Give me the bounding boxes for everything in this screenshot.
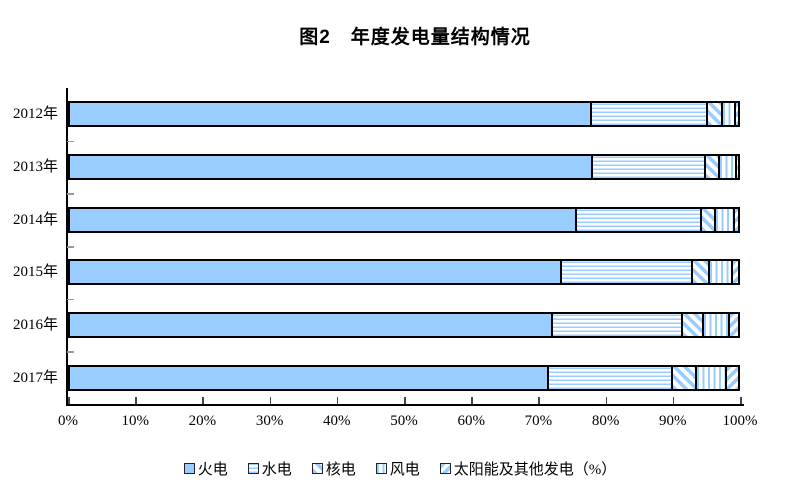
y-axis-label-0: 2012年 xyxy=(12,106,58,123)
legend-swatch-solid-fill-icon xyxy=(183,463,195,474)
legend-item-4: 太阳能及其他发电（%） xyxy=(439,458,617,479)
y-axis-label-4: 2016年 xyxy=(12,317,58,333)
x-axis-tick xyxy=(538,397,540,404)
bar-segment-s1-c5 xyxy=(547,364,673,391)
chart-title: 图2 年度发电量结构情况 xyxy=(299,27,531,48)
legend-item-1: 水电 xyxy=(247,458,292,479)
bar-segment-s4-c3 xyxy=(730,259,740,286)
x-axis-tick xyxy=(68,397,70,404)
legend-swatch-diagonal-back-icon xyxy=(311,463,323,474)
legend-label-1: 水电 xyxy=(261,462,292,478)
bar-segment-s1-c1 xyxy=(590,154,707,180)
y-axis-label-1: 2013年 xyxy=(12,159,58,175)
y-axis-tick xyxy=(67,351,74,353)
legend-label-0: 火电 xyxy=(197,462,228,478)
x-axis-label-8: 80% xyxy=(591,413,620,429)
x-axis-tick xyxy=(471,397,473,404)
bar-segment-s4-c0 xyxy=(733,101,740,128)
legend-label-4: 太阳能及其他发电（%） xyxy=(453,462,617,478)
x-axis-tick xyxy=(672,397,675,404)
legend-swatch-horizontal-stripe-icon xyxy=(247,463,259,474)
y-axis-tick xyxy=(67,193,74,195)
bar-segment-s4-c4 xyxy=(727,312,740,338)
bar-segment-s1-c3 xyxy=(559,259,693,286)
y-axis-tick xyxy=(67,246,74,248)
bar-segment-s1-c4 xyxy=(550,312,683,338)
bar-segment-s0-c5 xyxy=(68,364,550,391)
legend: 火电 水电 核电 风电 太阳能及其他发电（%） xyxy=(0,458,800,479)
x-axis-label-2: 20% xyxy=(188,413,217,429)
bar-segment-s3-c5 xyxy=(694,364,727,391)
x-axis-tick xyxy=(404,397,406,404)
y-axis-tick xyxy=(67,298,74,301)
bar-segment-s0-c2 xyxy=(68,206,577,233)
y-axis-label-5: 2017年 xyxy=(12,369,58,386)
legend-item-2: 核电 xyxy=(311,458,356,479)
bar-segment-s0-c3 xyxy=(68,259,562,286)
y-axis-label-2: 2014年 xyxy=(12,211,58,228)
legend-item-3: 风电 xyxy=(375,458,420,479)
legend-label-2: 核电 xyxy=(325,462,356,478)
legend-swatch-diagonal-fwd-icon xyxy=(439,463,451,474)
x-axis-label-4: 40% xyxy=(323,413,351,429)
legend-label-3: 风电 xyxy=(389,462,420,478)
x-axis-tick xyxy=(336,397,339,404)
x-axis-tick xyxy=(135,397,137,404)
bar-segment-s2-c4 xyxy=(680,312,704,338)
bar-segment-s0-c1 xyxy=(68,154,593,180)
x-axis-label-9: 90% xyxy=(659,413,687,429)
bar-segment-s3-c4 xyxy=(701,312,730,338)
y-axis-label-3: 2015年 xyxy=(12,264,58,281)
bar-segment-s3-c3 xyxy=(708,259,733,286)
bar-segment-s1-c2 xyxy=(574,206,702,233)
x-axis-label-7: 70% xyxy=(524,413,553,429)
legend-item-0: 火电 xyxy=(183,458,228,479)
bar-segment-s1-c0 xyxy=(590,101,709,128)
bar-segment-s2-c5 xyxy=(670,364,697,391)
x-axis-tick xyxy=(605,397,608,404)
x-axis-label-5: 50% xyxy=(390,413,418,429)
bar-segment-s4-c1 xyxy=(734,154,740,180)
bar-segment-s0-c0 xyxy=(68,101,593,128)
x-axis-label-10: 100% xyxy=(722,413,758,429)
bar-segment-s0-c4 xyxy=(68,312,553,338)
x-axis-tick xyxy=(202,397,204,404)
y-axis-tick xyxy=(67,140,74,143)
x-axis-line xyxy=(66,404,744,406)
x-axis-label-6: 60% xyxy=(457,413,485,429)
x-axis-tick xyxy=(269,397,272,404)
x-axis-label-3: 30% xyxy=(255,413,284,429)
legend-swatch-vertical-stripe-icon xyxy=(375,463,387,474)
x-axis-label-0: 0% xyxy=(58,413,78,429)
bar-segment-s4-c2 xyxy=(733,206,740,233)
x-axis-tick xyxy=(740,397,742,404)
x-axis-label-1: 10% xyxy=(121,413,149,429)
bar-segment-s4-c5 xyxy=(724,364,740,391)
bar-segment-s3-c2 xyxy=(714,206,736,233)
